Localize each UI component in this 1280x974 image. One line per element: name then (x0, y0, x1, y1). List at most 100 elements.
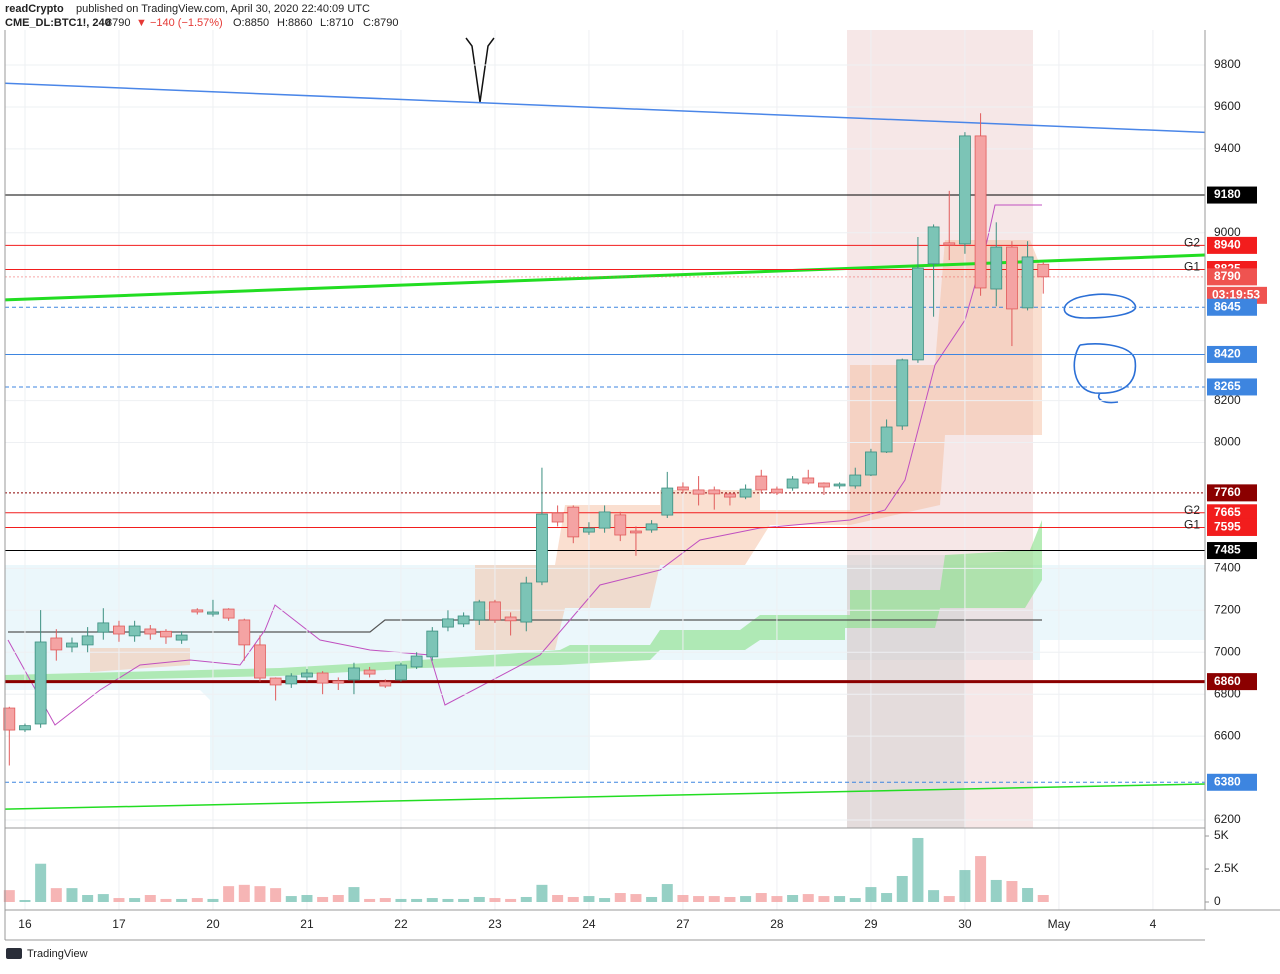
volume-bar (536, 884, 548, 903)
last-price: 8790 (106, 17, 130, 29)
plot (3, 82, 1206, 903)
volume-bar (473, 896, 485, 903)
price-label: 6380 (1214, 774, 1241, 788)
volume-bar (990, 879, 1002, 903)
volume-bar (426, 898, 438, 903)
candle-body (896, 359, 909, 427)
candle-body (912, 267, 924, 361)
volume-bar (708, 896, 720, 903)
volume-bar (646, 896, 658, 903)
candle-body (786, 478, 799, 489)
candle-body (1006, 246, 1018, 310)
volume-bar (834, 896, 846, 903)
volume-bar (19, 900, 31, 903)
candle-body (865, 451, 877, 476)
price-label: 7485 (1214, 543, 1241, 557)
candle-body (410, 655, 423, 668)
volume-bar (411, 898, 423, 903)
y-tick-label: 6600 (1214, 728, 1241, 742)
price-label: 7665 (1214, 505, 1241, 519)
candle-body (583, 527, 595, 533)
volume-bar (458, 898, 470, 903)
y-tick-label: 9800 (1214, 57, 1241, 71)
author: readCrypto (5, 3, 64, 15)
candle-body (724, 493, 736, 498)
volume-bar (599, 898, 611, 903)
volume-bar (332, 895, 344, 903)
candle-body (175, 634, 188, 641)
volume-bar (3, 890, 15, 903)
candle-body (520, 582, 533, 623)
volume-bar (348, 887, 360, 903)
level-name: G1 (1184, 260, 1200, 274)
candle-body (567, 506, 580, 538)
candle-body (238, 619, 251, 646)
kijun-line (8, 619, 1042, 633)
candle-body (34, 641, 47, 725)
x-tick-label: 21 (300, 917, 314, 931)
candle-body (771, 488, 783, 494)
volume-bar (129, 898, 141, 903)
ohlc: O:8850 (233, 17, 269, 29)
candle-body (222, 608, 235, 619)
volume-bar (144, 895, 156, 903)
volume-bar (928, 890, 940, 903)
y-tick-label: 9600 (1214, 99, 1241, 113)
x-tick-label: 22 (394, 917, 408, 931)
x-tick-label: 28 (770, 917, 784, 931)
candle-body (598, 511, 611, 529)
ohlc: C:8790 (363, 17, 398, 29)
volume-bar (160, 898, 172, 903)
volume-bar (270, 888, 282, 903)
trend-line (4, 783, 1206, 810)
candle-body (1037, 263, 1050, 278)
trend-line (4, 82, 1206, 134)
candle-body (332, 680, 345, 684)
price-label-box (1207, 542, 1257, 560)
volume-bar (912, 837, 924, 903)
candle-body (269, 677, 282, 686)
x-tick-label: 30 (958, 917, 972, 931)
volume-bar (505, 898, 517, 903)
candle-body (363, 669, 376, 675)
price-label-box (1207, 518, 1257, 536)
volume-bar (442, 898, 454, 903)
volume-bar (35, 863, 47, 903)
candle-body (661, 487, 674, 516)
price-label: 6860 (1214, 674, 1241, 688)
price-label: 9180 (1214, 187, 1241, 201)
candle-body (802, 477, 815, 484)
channel (475, 240, 1042, 650)
moving-average (7, 204, 1042, 726)
price-label-box (1207, 345, 1257, 363)
candle-body (504, 616, 517, 622)
candle-body (395, 664, 407, 681)
volume-bar (301, 895, 313, 903)
level-name: G2 (1184, 503, 1200, 517)
volume-bar (254, 886, 266, 903)
volume-bar (489, 898, 501, 903)
level-name: G2 (1184, 236, 1200, 250)
y-tick-label: 6200 (1214, 812, 1241, 826)
volume-bar (724, 896, 736, 903)
candle-body (818, 482, 830, 488)
brand: TradingView (27, 948, 88, 960)
volume-bar (818, 896, 830, 903)
candle-body (473, 601, 486, 621)
candle-body (316, 672, 329, 684)
marker (465, 37, 495, 103)
symbol: CME_DL:BTC1!, 240 (5, 17, 111, 29)
volume-bar (379, 898, 391, 903)
candle-body (81, 635, 94, 646)
candle-body (755, 475, 768, 491)
ohlc: L:8710 (320, 17, 354, 29)
volume-bar (285, 896, 297, 903)
volume-bar (395, 898, 407, 903)
volume-bar (1006, 881, 1018, 903)
volume-bar (223, 886, 235, 903)
volume-bar (520, 896, 532, 903)
volume-bar (802, 894, 814, 903)
published: published on TradingView.com, April 30, … (76, 3, 370, 15)
candle-body (645, 523, 658, 531)
candle-body (144, 628, 157, 635)
